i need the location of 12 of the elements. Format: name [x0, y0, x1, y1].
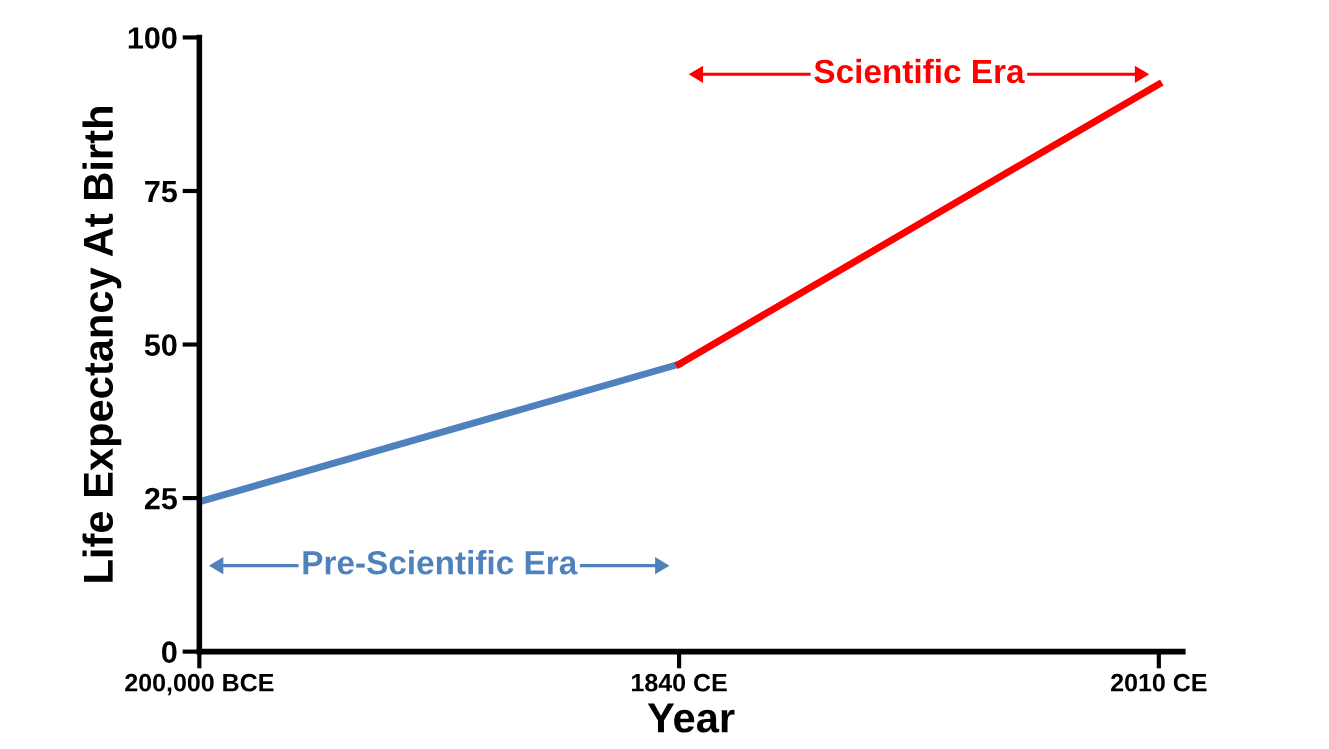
- y-axis-title: Life Expectancy At Birth: [82, 107, 122, 582]
- x-tick-label: 2010 CE: [1111, 673, 1207, 692]
- x-axis-title: Year: [647, 703, 735, 733]
- annotation: Pre-Scientific Era: [303, 550, 578, 575]
- y-tick-label: 0: [162, 641, 177, 663]
- y-tick-label: 75: [145, 181, 177, 203]
- x-tick-label: 200,000 BCE: [125, 673, 274, 696]
- y-tick-label: 100: [128, 27, 177, 49]
- y-tick-label: 25: [144, 487, 177, 510]
- annotation: Scientific Era: [814, 58, 1025, 84]
- y-tick-label: 50: [144, 334, 177, 356]
- x-tick-label: 1840 CE: [632, 673, 727, 692]
